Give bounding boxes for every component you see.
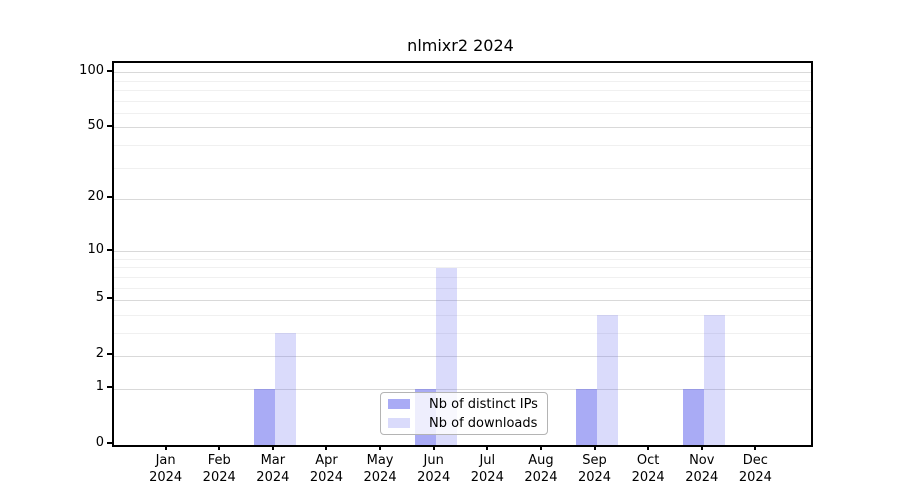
bar-nb-of-distinct-ips (682, 389, 704, 445)
gridline-minor (114, 332, 811, 334)
x-axis-tick-label: Jan 2024 (136, 452, 196, 486)
x-axis-tick-label: Dec 2024 (725, 452, 785, 486)
y-axis-tick-label: 10 (87, 241, 104, 257)
x-tick-year: 2024 (256, 470, 290, 485)
x-axis-tick-label: May 2024 (350, 452, 410, 486)
y-axis-tick-mark (107, 442, 112, 444)
gridline-major (114, 388, 811, 390)
x-axis-tick-mark (486, 445, 489, 450)
y-axis-tick-label: 0 (95, 435, 104, 450)
bar-nb-of-distinct-ips (575, 389, 597, 445)
y-axis-tick-mark (107, 297, 112, 300)
gridline-minor (114, 267, 811, 269)
y-axis-tick-label: 5 (95, 290, 104, 306)
x-axis-tick-label: Feb 2024 (189, 452, 249, 486)
plot-area: Nb of distinct IPs Nb of downloads (112, 61, 813, 447)
x-axis-tick-label: Sep 2024 (565, 452, 625, 486)
y-axis-tick-label: 1 (95, 379, 104, 395)
legend-entry-nb-of-distinct-ips: Nb of distinct IPs (388, 396, 540, 412)
x-tick-month: Aug (528, 453, 554, 468)
gridline-major (114, 355, 811, 357)
x-axis-tick-mark (754, 445, 757, 450)
x-tick-month: Dec (742, 453, 768, 468)
bar-nb-of-distinct-ips (253, 389, 275, 445)
y-axis-tick-mark (107, 196, 112, 199)
x-axis-tick-mark (539, 445, 542, 450)
x-tick-year: 2024 (470, 470, 504, 485)
x-tick-year: 2024 (309, 470, 343, 485)
gridline-minor (114, 314, 811, 316)
x-axis-tick-mark (164, 445, 167, 450)
x-axis-tick-mark (432, 445, 435, 450)
x-tick-year: 2024 (631, 470, 665, 485)
y-axis-tick-mark (107, 124, 112, 127)
x-tick-year: 2024 (738, 470, 772, 485)
chart-title: nlmixr2 2024 (407, 36, 514, 55)
x-tick-month: Jul (479, 453, 496, 468)
gridline-minor (114, 258, 811, 260)
y-axis-tick-mark (107, 353, 112, 356)
y-axis-tick-mark (107, 248, 112, 251)
gridline-minor (114, 80, 811, 82)
x-axis-tick-mark (325, 445, 328, 450)
x-axis-tick-mark (593, 445, 596, 450)
x-tick-year: 2024 (577, 470, 612, 485)
x-axis-tick-label: Jun 2024 (404, 452, 464, 486)
x-tick-month: May (366, 453, 394, 468)
legend-swatch-nb-of-downloads (388, 418, 410, 428)
gridline-minor (114, 112, 811, 114)
gridline-minor (114, 276, 811, 278)
gridline-minor (114, 287, 811, 289)
legend-entry-nb-of-downloads: Nb of downloads (388, 415, 540, 431)
gridline-major (114, 299, 811, 301)
x-axis-tick-label: Apr 2024 (296, 452, 356, 486)
legend-label-nb-of-distinct-ips: Nb of distinct IPs (429, 396, 538, 412)
x-axis-tick-label: Aug 2024 (511, 452, 571, 486)
x-tick-month: Sep (582, 453, 607, 468)
y-axis-tick-mark (107, 69, 112, 72)
gridline-minor (114, 144, 811, 146)
y-axis-tick-mark (107, 386, 112, 389)
gridline-major (114, 198, 811, 200)
gridline-major (114, 127, 811, 129)
x-axis-tick-mark (271, 445, 274, 450)
x-axis-tick-label: Jul 2024 (457, 452, 517, 486)
bar-nb-of-downloads (596, 315, 618, 445)
y-axis-tick-label: 50 (87, 117, 104, 133)
bar-nb-of-downloads (703, 315, 725, 445)
x-tick-month: Mar (260, 453, 286, 468)
x-tick-year: 2024 (524, 470, 558, 485)
x-tick-month: Feb (207, 453, 231, 468)
bar-nb-of-downloads (274, 333, 296, 445)
gridline-minor (114, 167, 811, 169)
x-tick-month: Oct (636, 453, 660, 468)
x-axis-tick-mark (647, 445, 650, 450)
x-tick-month: Apr (315, 453, 338, 468)
y-axis-tick-label: 2 (95, 346, 104, 362)
y-axis-tick-label: 100 (79, 62, 104, 78)
legend-label-nb-of-downloads: Nb of downloads (429, 415, 538, 431)
x-axis-tick-mark (379, 445, 382, 450)
x-axis-tick-label: Oct 2024 (618, 452, 678, 486)
legend-swatch-nb-of-distinct-ips (388, 399, 410, 409)
x-axis-tick-mark (700, 445, 703, 450)
x-axis-tick-label: Nov 2024 (672, 452, 732, 486)
x-tick-year: 2024 (202, 470, 236, 485)
legend: Nb of distinct IPs Nb of downloads (380, 392, 548, 435)
gridline-minor (114, 90, 811, 92)
x-tick-year: 2024 (685, 470, 719, 485)
y-axis-tick-label: 20 (87, 189, 104, 205)
gridline-minor (114, 100, 811, 102)
gridline-major (114, 72, 811, 74)
x-tick-month: Jun (423, 453, 444, 468)
gridline-major (114, 251, 811, 253)
x-tick-year: 2024 (363, 470, 397, 485)
x-tick-month: Nov (689, 453, 715, 468)
x-axis-tick-mark (218, 445, 221, 450)
x-tick-month: Jan (155, 453, 176, 468)
x-axis-tick-label: Mar 2024 (243, 452, 303, 486)
x-tick-year: 2024 (417, 470, 451, 485)
x-tick-year: 2024 (149, 470, 183, 485)
